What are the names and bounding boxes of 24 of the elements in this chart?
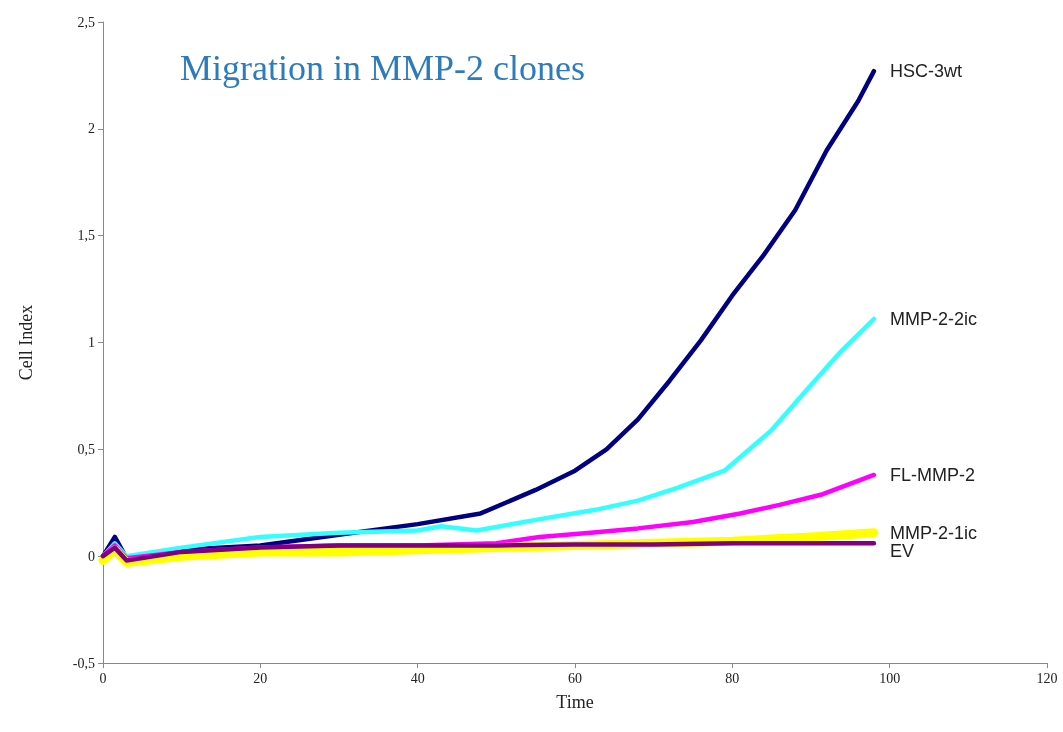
y-tick-label: 0	[88, 548, 95, 564]
x-tick-label: 0	[99, 670, 107, 686]
series-label: MMP-2-2ic	[889, 309, 977, 329]
line-series	[100, 541, 877, 563]
y-tick-label: -0,5	[72, 655, 95, 671]
x-tick-label: 40	[410, 670, 425, 686]
series-label: HSC-3wt	[889, 61, 962, 82]
y-tick-label: 2,5	[77, 14, 95, 30]
x-tick-label: 20	[253, 670, 268, 686]
x-tick-label: 120	[1036, 670, 1058, 686]
y-axis-title: Cell Index	[16, 304, 36, 381]
y-tick-label: 1	[88, 335, 95, 350]
series-label: FL-MMP-2	[889, 464, 975, 485]
series-label: MMP-2-1ic	[889, 522, 977, 543]
y-tick-label: 0,5	[77, 441, 95, 457]
line-series	[100, 316, 877, 559]
x-tick-label: 80	[725, 670, 740, 686]
x-tick-label: 60	[568, 670, 582, 686]
text: Migration in MMP-2 clones	[180, 48, 585, 88]
series-label: EV	[889, 540, 914, 561]
x-tick-label: 100	[879, 670, 901, 686]
y-tick-label: 2	[88, 121, 95, 137]
y-tick-label: 1,5	[77, 228, 95, 244]
x-axis-title: Time	[556, 692, 594, 712]
